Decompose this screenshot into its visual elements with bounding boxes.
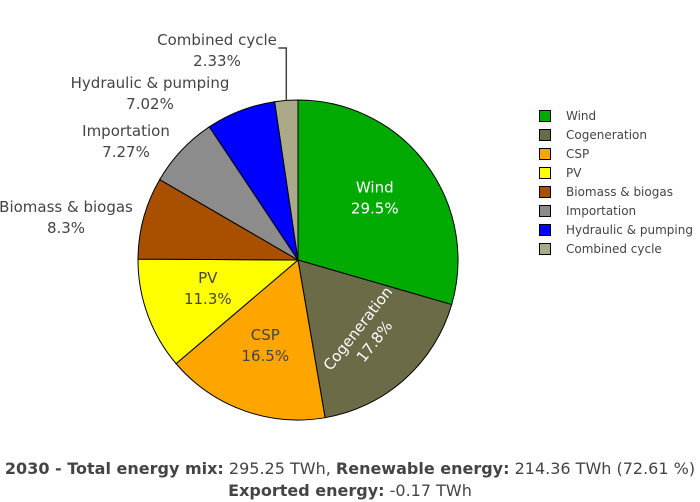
legend-item-importation[interactable]: Importation [539,201,693,220]
pie-label-value: 7.27% [102,143,150,161]
legend-swatch [539,223,551,236]
legend-swatch [539,128,551,141]
pie-label-value: 2.33% [193,52,241,70]
pie-chart: Wind 29.5%Cogeneration17.8%CSP 16.5%PV 11.3… [0,31,459,421]
caption-renewable-value: 214.36 TWh (72.61 %) [509,459,696,478]
chart-caption: 2030 - Total energy mix: 295.25 TWh, Ren… [0,458,700,502]
pie-slice-combined-cycle [274,99,299,261]
caption-exported-label: Exported energy: [228,481,385,500]
legend-item-cogeneration[interactable]: Cogeneration [539,125,693,144]
pie-label-importation: Importation 7.27% [82,122,170,161]
pie-label-name: Importation [82,122,170,140]
caption-total-value: 295.25 TWh, [223,459,336,478]
legend-label: Hydraulic & pumping [566,222,693,237]
pie-leader-line-combined-cycle [278,47,288,101]
legend-label: Importation [566,203,637,218]
legend-label: Biomass & biogas [566,184,673,199]
pie-label-csp: CSP 16.5% [241,326,289,365]
pie-label-name: Combined cycle [157,31,277,49]
pie-label-wind: Wind 29.5% [351,178,399,217]
pie-label-biomass-and-biogas: Biomass & biogas 8.3% [0,198,133,237]
caption-renewable-label: Renewable energy: [335,459,510,478]
legend-item-pv[interactable]: PV [539,163,693,182]
legend-label: Combined cycle [566,241,662,256]
pie-label-name: Wind [356,178,394,196]
pie-label-combined-cycle: Combined cycle 2.33% [157,31,277,70]
pie-label-name: CSP [251,326,280,344]
legend-label: PV [566,165,582,180]
pie-label-value: 11.3% [184,290,232,308]
pie-label-name: Biomass & biogas [0,198,133,216]
legend-label: CSP [566,146,590,161]
pie-label-value: 7.02% [126,95,174,113]
caption-line-2: Exported energy: -0.17 TWh [0,480,700,502]
legend-item-wind[interactable]: Wind [539,106,693,125]
legend-item-combined-cycle[interactable]: Combined cycle [539,239,693,258]
legend-item-csp[interactable]: CSP [539,144,693,163]
legend-swatch [539,204,551,217]
legend-item-biomass-and-biogas[interactable]: Biomass & biogas [539,182,693,201]
legend-label: Cogeneration [566,127,647,142]
pie-label-hydraulic-and-pumping: Hydraulic & pumping 7.02% [71,74,230,113]
legend-label: Wind [566,108,597,123]
pie-slice-wind [297,99,459,306]
pie-label-name: PV [198,269,218,287]
pie-label-value: 29.5% [351,199,399,217]
caption-exported-value: -0.17 TWh [384,481,472,500]
legend-swatch [539,147,551,160]
caption-line-1: 2030 - Total energy mix: 295.25 TWh, Ren… [0,458,700,480]
legend-swatch [539,242,551,255]
pie-slice-cogeneration [297,259,453,419]
pie-label-pv: PV 11.3% [184,269,232,308]
pie-slices [137,99,459,421]
legend-item-hydraulic-and-pumping[interactable]: Hydraulic & pumping [539,220,693,239]
legend: Wind Cogeneration CSP PV Biomass & biogas Imp… [539,106,693,258]
pie-label-value: 16.5% [241,347,289,365]
pie-label-value: 8.3% [47,219,85,237]
legend-swatch [539,109,551,122]
pie-label-name: Hydraulic & pumping [71,74,230,92]
pie-slice-pv [137,258,300,365]
caption-total-label: 2030 - Total energy mix: [4,459,224,478]
pie-slice-csp [175,259,326,421]
legend-swatch [539,185,551,198]
legend-swatch [539,166,551,179]
